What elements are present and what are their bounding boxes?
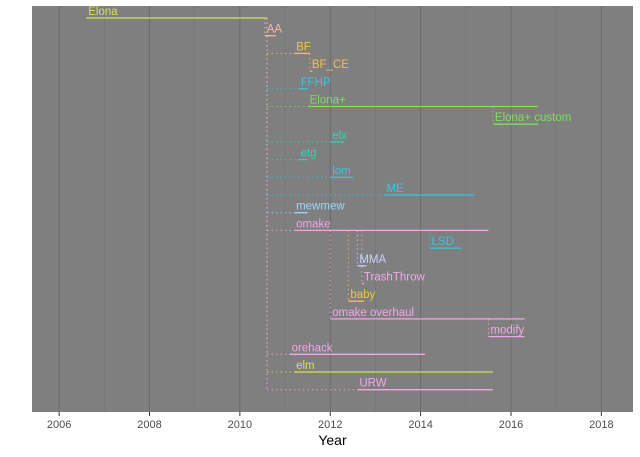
label-etg: etg <box>301 148 317 160</box>
x-tick-label-2018: 2018 <box>589 419 613 431</box>
label-bf-ce: BF_CE <box>312 59 349 71</box>
label-ffhp: FFHP <box>301 77 331 89</box>
label-aa: AA <box>267 24 283 36</box>
minor-gridlines <box>104 6 557 412</box>
label-mewmew: mewmew <box>296 201 345 213</box>
label-elona: Elona <box>88 6 118 18</box>
label-baby: baby <box>350 289 375 301</box>
label-elona-custom: Elona+ custom <box>495 112 571 124</box>
plot-panel <box>32 6 633 412</box>
x-tick-label-2010: 2010 <box>228 419 252 431</box>
x-tick-label-2006: 2006 <box>47 419 71 431</box>
label-me: ME <box>386 183 404 195</box>
label-elm: elm <box>296 360 315 372</box>
label-urw: URW <box>359 378 386 390</box>
label-trashthrow: TrashThrow <box>364 272 426 284</box>
series-bars <box>86 17 539 391</box>
label-omake: omake <box>296 218 331 230</box>
label-elx: elx <box>332 130 347 142</box>
label-omake-overhaul: omake overhaul <box>332 307 414 319</box>
label-elona: Elona+ <box>310 95 346 107</box>
major-gridlines <box>58 6 602 412</box>
label-mma: MMA <box>359 254 386 266</box>
label-lom: lom <box>332 165 351 177</box>
x-tick-label-2008: 2008 <box>137 419 161 431</box>
label-lsd: LSD <box>432 236 454 248</box>
x-tick-label-2012: 2012 <box>318 419 342 431</box>
x-axis-tick-labels: 2006 2008 2010 2012 2014 2016 2018 <box>47 419 614 431</box>
x-axis-title: Year <box>318 432 347 448</box>
x-axis-ticks <box>58 412 602 416</box>
fork-connectors <box>264 18 494 391</box>
label-modify: modify <box>490 325 524 337</box>
x-tick-label-2016: 2016 <box>499 419 523 431</box>
x-tick-label-2014: 2014 <box>408 419 432 431</box>
label-bf: BF <box>296 41 311 53</box>
label-orehack: orehack <box>292 342 333 354</box>
